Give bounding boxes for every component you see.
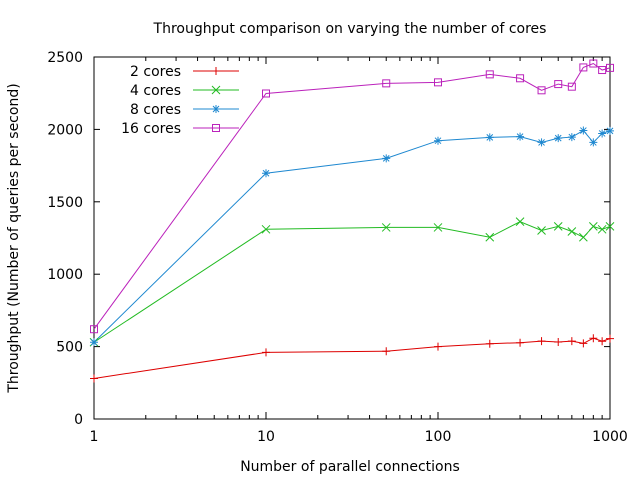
- data-point-8-cores: [485, 133, 494, 142]
- data-point-2-cores: [485, 339, 494, 348]
- data-point-16-cores: [598, 66, 607, 75]
- legend-label-16-cores: 16 cores: [121, 121, 181, 137]
- data-point-4-cores: [537, 226, 546, 235]
- data-point-16-cores: [606, 63, 614, 72]
- data-point-16-cores: [589, 59, 598, 68]
- data-point-4-cores: [515, 217, 525, 226]
- data-point-8-cores: [598, 129, 607, 138]
- data-point-16-cores: [90, 325, 98, 334]
- y-tick-label: 2500: [47, 50, 83, 66]
- legend-label-2-cores: 2 cores: [130, 64, 181, 80]
- data-point-2-cores: [434, 342, 442, 351]
- data-point-2-cores: [90, 374, 98, 383]
- data-point-2-cores: [579, 339, 588, 348]
- y-tick-label: 0: [74, 412, 83, 428]
- data-point-4-cores: [381, 223, 391, 232]
- data-point-8-cores: [262, 169, 270, 178]
- data-point-8-cores: [606, 126, 614, 135]
- data-point-2-cores: [589, 334, 598, 343]
- legend-label-8-cores: 8 cores: [130, 102, 181, 118]
- data-point-4-cores: [579, 232, 588, 242]
- data-point-4-cores: [588, 222, 598, 231]
- data-point-4-cores: [485, 232, 495, 242]
- y-tick-label: 1500: [47, 195, 83, 211]
- legend-marker-16-cores: [212, 124, 220, 132]
- legend-marker-8-cores: [212, 105, 220, 113]
- data-point-16-cores: [434, 78, 442, 87]
- data-point-16-cores: [516, 74, 525, 83]
- data-point-4-cores: [605, 222, 615, 231]
- data-point-2-cores: [382, 347, 391, 356]
- series-line-2-cores: [93, 337, 611, 379]
- y-tick-label: 500: [56, 340, 83, 356]
- data-point-16-cores: [579, 63, 588, 72]
- data-point-2-cores: [567, 337, 576, 346]
- data-point-8-cores: [554, 134, 563, 143]
- data-point-16-cores: [537, 86, 546, 95]
- series-line-8-cores: [93, 129, 611, 343]
- series-line-4-cores: [93, 221, 611, 343]
- data-point-8-cores: [537, 138, 546, 147]
- axis-ticks: 0 500 1000 1500 2000 2500 1 10 100 1000: [47, 50, 627, 445]
- x-tick-label: 10: [257, 429, 275, 445]
- y-tick-label: 1000: [47, 267, 83, 283]
- data-point-8-cores: [579, 126, 588, 135]
- y-axis-label: Throughput (Number of queries per second…: [6, 83, 22, 393]
- legend-label-4-cores: 4 cores: [130, 83, 181, 99]
- data-point-16-cores: [554, 80, 563, 89]
- x-tick-label: 100: [425, 429, 452, 445]
- x-axis-label: Number of parallel connections: [240, 459, 460, 475]
- series-line-16-cores: [93, 62, 611, 330]
- legend-marker-4-cores: [211, 85, 221, 95]
- series-markers: [89, 59, 615, 383]
- plot-frame: [93, 56, 611, 420]
- legend: 2 cores 4 cores 8 cores 16 cores: [121, 64, 239, 137]
- y-tick-label: 2000: [47, 122, 83, 138]
- data-point-8-cores: [516, 132, 525, 141]
- data-point-16-cores: [485, 70, 494, 79]
- data-point-4-cores: [261, 224, 271, 234]
- data-point-2-cores: [262, 348, 270, 357]
- data-point-8-cores: [434, 136, 442, 145]
- data-point-2-cores: [606, 334, 614, 343]
- data-point-2-cores: [537, 337, 546, 346]
- chart-title: Throughput comparison on varying the num…: [153, 21, 547, 37]
- data-point-16-cores: [567, 82, 576, 91]
- data-point-8-cores: [90, 338, 98, 347]
- data-point-4-cores: [567, 227, 577, 236]
- data-point-16-cores: [382, 79, 391, 88]
- data-point-8-cores: [589, 138, 598, 147]
- x-tick-label: 1000: [592, 429, 628, 445]
- data-point-16-cores: [262, 89, 270, 98]
- x-tick-label: 1: [90, 429, 99, 445]
- data-point-8-cores: [567, 133, 576, 142]
- data-point-4-cores: [597, 224, 607, 234]
- data-point-2-cores: [554, 337, 563, 346]
- data-point-8-cores: [382, 154, 391, 163]
- data-point-2-cores: [598, 337, 607, 346]
- data-point-4-cores: [553, 222, 563, 231]
- data-point-2-cores: [516, 338, 525, 347]
- legend-marker-2-cores: [212, 67, 220, 75]
- data-point-4-cores: [433, 223, 443, 232]
